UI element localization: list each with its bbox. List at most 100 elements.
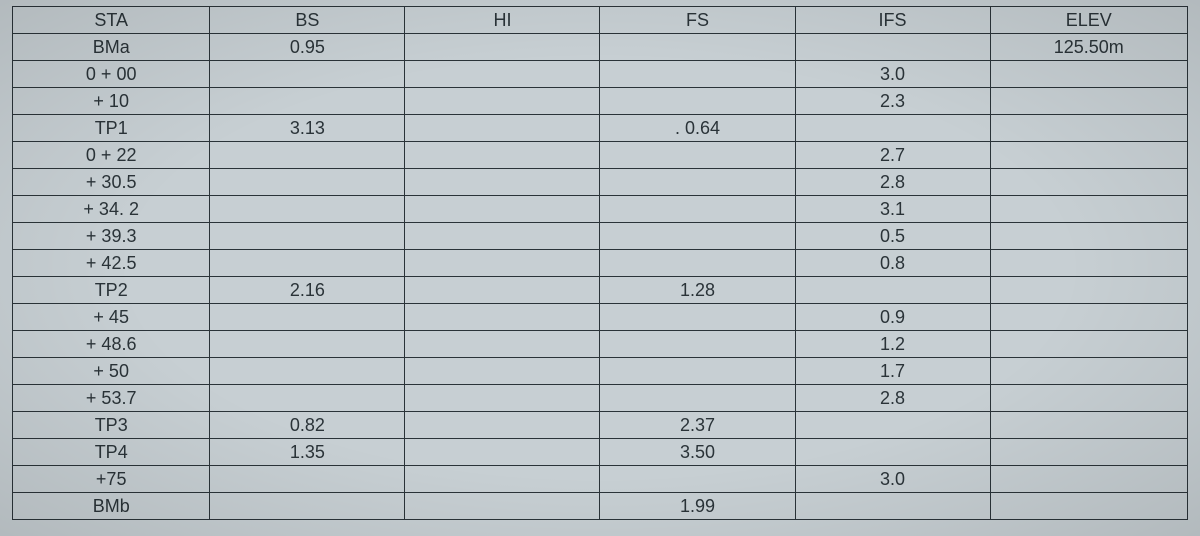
cell-elev <box>990 304 1187 331</box>
cell-elev <box>990 358 1187 385</box>
cell-sta: + 53.7 <box>13 385 210 412</box>
cell-bs <box>210 358 405 385</box>
table-row: TP13.13 . 0.64 <box>13 115 1188 142</box>
col-header-ifs: IFS <box>795 7 990 34</box>
cell-bs <box>210 250 405 277</box>
cell-sta: +75 <box>13 466 210 493</box>
cell-ifs: 1.7 <box>795 358 990 385</box>
cell-hi <box>405 385 600 412</box>
cell-sta: BMa <box>13 34 210 61</box>
cell-fs: 3.50 <box>600 439 795 466</box>
cell-bs <box>210 493 405 520</box>
cell-bs <box>210 385 405 412</box>
col-header-hi: HI <box>405 7 600 34</box>
table-row: + 34. 23.1 <box>13 196 1188 223</box>
cell-sta: TP1 <box>13 115 210 142</box>
cell-fs <box>600 196 795 223</box>
cell-elev <box>990 385 1187 412</box>
cell-bs <box>210 142 405 169</box>
table-row: 0 + 222.7 <box>13 142 1188 169</box>
cell-fs: 2.37 <box>600 412 795 439</box>
cell-bs: 0.95 <box>210 34 405 61</box>
cell-hi <box>405 304 600 331</box>
cell-elev <box>990 331 1187 358</box>
cell-sta: TP2 <box>13 277 210 304</box>
table-head: STABSHIFSIFSELEV <box>13 7 1188 34</box>
cell-elev <box>990 196 1187 223</box>
cell-sta: TP4 <box>13 439 210 466</box>
cell-hi <box>405 412 600 439</box>
cell-sta: + 39.3 <box>13 223 210 250</box>
table-row: + 30.5 2.8 <box>13 169 1188 196</box>
cell-hi <box>405 331 600 358</box>
cell-hi <box>405 88 600 115</box>
cell-sta: + 42.5 <box>13 250 210 277</box>
cell-hi <box>405 250 600 277</box>
cell-ifs <box>795 34 990 61</box>
cell-ifs <box>795 439 990 466</box>
cell-sta: + 50 <box>13 358 210 385</box>
cell-ifs <box>795 493 990 520</box>
cell-ifs: 2.7 <box>795 142 990 169</box>
table-row: + 42.5 0.8 <box>13 250 1188 277</box>
cell-fs <box>600 169 795 196</box>
cell-bs <box>210 331 405 358</box>
cell-hi <box>405 34 600 61</box>
table-body: BMa0.95125.50m0 + 003.0+ 102.3TP13.13. 0… <box>13 34 1188 520</box>
table-row: + 102.3 <box>13 88 1188 115</box>
table-row: BMb1.99 <box>13 493 1188 520</box>
cell-ifs: 3.1 <box>795 196 990 223</box>
cell-ifs <box>795 277 990 304</box>
cell-fs <box>600 88 795 115</box>
cell-fs <box>600 358 795 385</box>
cell-fs: . 0.64 <box>600 115 795 142</box>
cell-hi <box>405 358 600 385</box>
cell-fs: 1.28 <box>600 277 795 304</box>
cell-bs <box>210 88 405 115</box>
col-header-elev: ELEV <box>990 7 1187 34</box>
cell-ifs: 2.8 <box>795 385 990 412</box>
cell-ifs: 3.0 <box>795 466 990 493</box>
cell-fs <box>600 223 795 250</box>
cell-bs: 3.13 <box>210 115 405 142</box>
cell-bs <box>210 169 405 196</box>
col-header-fs: FS <box>600 7 795 34</box>
table-row: + 50 1.7 <box>13 358 1188 385</box>
cell-ifs: 0.9 <box>795 304 990 331</box>
col-header-bs: BS <box>210 7 405 34</box>
cell-elev <box>990 277 1187 304</box>
cell-ifs: 2.3 <box>795 88 990 115</box>
cell-elev <box>990 493 1187 520</box>
cell-hi <box>405 493 600 520</box>
cell-elev <box>990 439 1187 466</box>
cell-sta: + 45 <box>13 304 210 331</box>
table-row: +75 3.0 <box>13 466 1188 493</box>
cell-elev <box>990 115 1187 142</box>
table-row: + 39.30.5 <box>13 223 1188 250</box>
cell-ifs: 2.8 <box>795 169 990 196</box>
cell-sta: + 30.5 <box>13 169 210 196</box>
cell-elev <box>990 223 1187 250</box>
screen: STABSHIFSIFSELEV BMa0.95125.50m0 + 003.0… <box>0 0 1200 536</box>
cell-ifs: 0.8 <box>795 250 990 277</box>
cell-ifs <box>795 115 990 142</box>
cell-fs <box>600 331 795 358</box>
table-row: + 53.7 2.8 <box>13 385 1188 412</box>
cell-bs: 0.82 <box>210 412 405 439</box>
cell-sta: BMb <box>13 493 210 520</box>
cell-fs <box>600 61 795 88</box>
cell-elev <box>990 250 1187 277</box>
cell-elev <box>990 88 1187 115</box>
cell-fs <box>600 466 795 493</box>
cell-hi <box>405 466 600 493</box>
cell-sta: TP3 <box>13 412 210 439</box>
cell-fs <box>600 385 795 412</box>
cell-elev <box>990 412 1187 439</box>
cell-elev <box>990 169 1187 196</box>
table-row: TP22.161.28 <box>13 277 1188 304</box>
cell-bs <box>210 223 405 250</box>
cell-elev <box>990 142 1187 169</box>
leveling-table: STABSHIFSIFSELEV BMa0.95125.50m0 + 003.0… <box>12 6 1188 520</box>
cell-hi <box>405 142 600 169</box>
table-row: + 48.61.2 <box>13 331 1188 358</box>
